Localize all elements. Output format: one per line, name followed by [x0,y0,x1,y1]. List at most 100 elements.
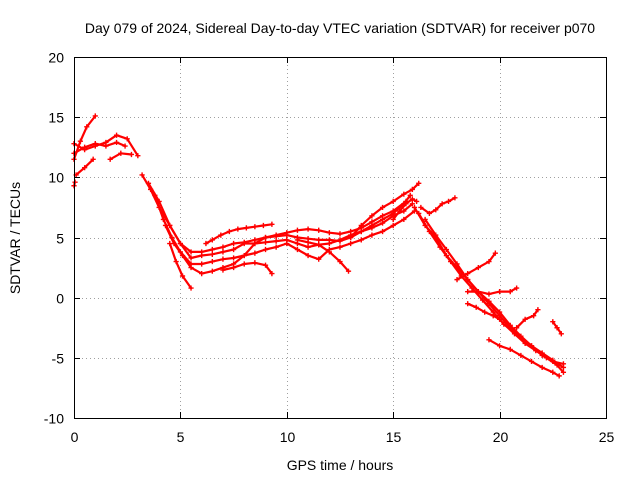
data-point [469,285,475,291]
data-point [531,313,537,319]
data-point [326,240,332,247]
data-point [162,222,169,229]
data-point [160,216,166,223]
data-point [241,252,247,259]
data-point [348,240,354,247]
data-point [416,180,422,186]
data-point [262,239,269,245]
data-point [118,150,124,156]
isolated-data-point [72,179,78,185]
series-trace [164,200,408,275]
data-point [316,256,322,262]
data-point [414,198,420,204]
data-point [252,260,258,266]
data-point [452,195,458,201]
data-point [507,289,513,295]
data-point [490,313,496,319]
data-point [409,201,415,207]
data-point [550,369,556,375]
data-point [348,234,354,241]
data-point [379,228,386,235]
data-point [128,151,135,158]
data-point [209,268,215,274]
series-track-8 [152,192,418,267]
data-point [535,307,541,313]
data-point [473,304,479,310]
data-point [348,228,354,235]
data-point [152,192,158,198]
data-point [369,213,375,219]
data-point [422,216,428,223]
data-point [305,239,311,245]
data-point [479,297,486,303]
data-point [188,264,194,271]
data-point [305,226,311,232]
data-point [403,201,409,207]
data-point [209,246,215,253]
data-point [284,240,290,247]
series-track-15 [390,196,420,223]
data-point [260,222,266,229]
data-point [433,207,439,213]
series-trace [413,206,565,369]
data-point [243,225,249,231]
y-tick-label: 10 [48,170,64,186]
data-point [252,224,258,230]
data-point [103,139,109,146]
data-point [113,139,120,146]
data-point [145,180,152,186]
data-point [486,258,492,265]
data-point [539,364,545,371]
x-tick-label: 10 [280,429,296,445]
series-track-22 [486,337,562,379]
data-point [558,331,564,337]
series-track-19 [418,195,458,217]
series-layer [71,113,567,379]
series-track-14 [348,180,422,241]
data-point [448,258,454,265]
data-point [369,232,375,238]
data-point [218,232,224,238]
data-point [379,220,386,226]
data-point [124,136,130,142]
y-tick-label: -10 [44,411,64,427]
data-point [241,261,247,267]
data-point [231,246,237,253]
data-point [475,264,481,271]
series-trace [515,308,540,329]
data-point [550,358,556,365]
data-point [437,244,443,250]
data-point [273,232,279,238]
data-point [497,316,503,322]
data-point [231,240,237,247]
data-point [401,216,407,223]
data-point [556,373,562,379]
data-point [345,268,352,274]
data-point [518,333,524,339]
data-point [445,198,452,204]
data-point [220,249,226,255]
data-point [209,237,215,243]
data-point [167,240,173,247]
series-trace [72,114,97,161]
x-tick-label: 0 [71,429,79,445]
data-point [416,210,422,217]
data-point [337,244,343,250]
data-point [82,147,88,153]
series-track-5 [107,150,135,162]
series-track-4 [73,156,96,178]
chart-title: Day 079 of 2024, Sidereal Day-to-day VTE… [85,20,595,36]
data-point [497,309,503,315]
series-track-1 [71,113,98,162]
data-point [396,208,403,214]
data-point [369,225,375,231]
data-point [209,251,215,257]
data-point [188,285,194,291]
data-point [220,267,226,273]
data-point [188,249,194,255]
data-point [511,331,518,337]
data-point [284,230,290,236]
series-trace [168,242,193,290]
data-point [220,256,226,262]
data-point [482,309,488,315]
